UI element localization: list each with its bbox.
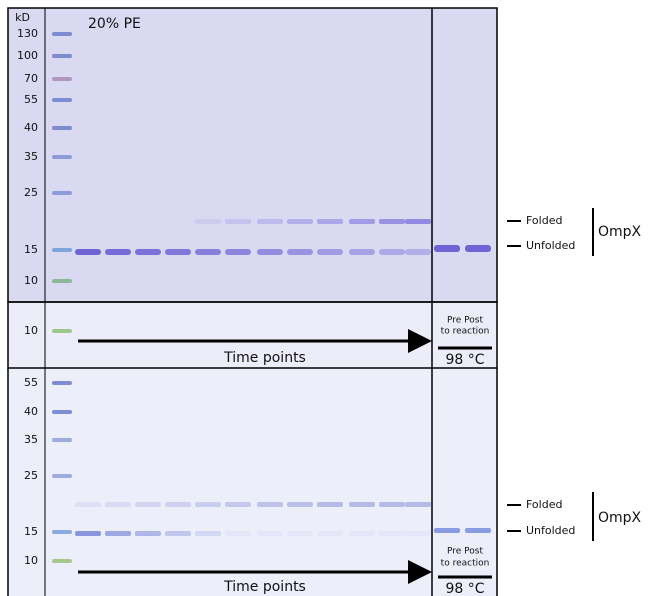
controls-columns: Pre Post [447, 316, 483, 326]
unfolded-band [195, 531, 221, 536]
unfolded-band [105, 531, 131, 536]
unfolded-band [225, 249, 251, 255]
folded-band [317, 219, 343, 224]
control-band [434, 245, 460, 252]
bottom-gel [8, 368, 497, 596]
temperature: 98 °C [445, 352, 484, 368]
ladder-band [52, 279, 72, 283]
ladder-label: 15 [24, 525, 38, 538]
ladder-label: 25 [24, 469, 38, 482]
ladder-label: 35 [24, 433, 38, 446]
folded-band [379, 219, 405, 224]
unfolded-band [105, 249, 131, 255]
ladder-label: 55 [24, 376, 38, 389]
ladder-band [52, 381, 72, 385]
unfolded-band [349, 531, 375, 536]
unfolded-band [257, 249, 283, 255]
temperature: 98 °C [445, 581, 484, 596]
ladder-band [52, 410, 72, 414]
ladder-band [52, 191, 72, 195]
unfolded-band [195, 249, 221, 255]
unit: kD [15, 11, 30, 24]
ladder-band [52, 438, 72, 442]
ladder-band [52, 32, 72, 36]
unfolded-band [379, 531, 405, 536]
controls-caption: to reaction [441, 559, 490, 569]
unfolded-band [75, 249, 101, 255]
unfolded-label: Unfolded [526, 239, 575, 252]
ladder-label: 15 [24, 243, 38, 256]
ladder-band [52, 126, 72, 130]
folded-band [405, 502, 431, 507]
unfolded-band [405, 249, 431, 255]
folded-band [225, 502, 251, 507]
folded-band [317, 502, 343, 507]
folded-band [379, 502, 405, 507]
unfolded-band [287, 531, 313, 536]
folded-band [349, 219, 375, 224]
ladder-label: 70 [24, 72, 38, 85]
arrow-label: Time points [223, 350, 306, 366]
unfolded-band [405, 531, 431, 536]
folded-label: Folded [526, 498, 562, 511]
ladder-label: 55 [24, 93, 38, 106]
protein-label: OmpX [598, 224, 642, 240]
ladder-label: 40 [24, 405, 38, 418]
figure: kD 20% PE Time points Pre Post to reacti… [0, 0, 654, 596]
protein-label: OmpX [598, 510, 642, 526]
controls-caption: to reaction [441, 327, 490, 337]
ladder-band [52, 530, 72, 534]
unfolded-band [257, 531, 283, 536]
ladder-label: 35 [24, 150, 38, 163]
folded-band [257, 502, 283, 507]
ladder-band [52, 248, 72, 252]
unfolded-label: Unfolded [526, 524, 575, 537]
folded-band [405, 219, 431, 224]
ladder-label: 10 [24, 554, 38, 567]
folded-band [287, 219, 313, 224]
folded-band [75, 502, 101, 507]
unfolded-band [379, 249, 405, 255]
folded-band [135, 502, 161, 507]
folded-label: Folded [526, 214, 562, 227]
unfolded-band [287, 249, 313, 255]
folded-band [287, 502, 313, 507]
unfolded-band [317, 249, 343, 255]
arrow-label: Time points [223, 579, 306, 595]
ladder-band [52, 77, 72, 81]
control-band [465, 528, 491, 533]
ladder-band [52, 98, 72, 102]
unfolded-band [349, 249, 375, 255]
folded-band [225, 219, 251, 224]
unfolded-band [135, 531, 161, 536]
ladder-label: 40 [24, 121, 38, 134]
folded-band [257, 219, 283, 224]
ladder-label: 10 [24, 274, 38, 287]
folded-band [195, 502, 221, 507]
unfolded-band [75, 531, 101, 536]
ladder-band [52, 559, 72, 563]
top-gel [8, 8, 497, 302]
ladder-label: 10 [24, 324, 38, 337]
folded-band [165, 502, 191, 507]
gel-label: 20% PE [88, 16, 141, 32]
ladder-band [52, 474, 72, 478]
controls-columns: Pre Post [447, 547, 483, 557]
control-band [434, 528, 460, 533]
ladder-band [52, 54, 72, 58]
ladder-band [52, 329, 72, 333]
ladder-label: 100 [17, 49, 38, 62]
ladder-label: 130 [17, 27, 38, 40]
unfolded-band [317, 531, 343, 536]
folded-band [195, 219, 221, 224]
unfolded-band [225, 531, 251, 536]
folded-band [349, 502, 375, 507]
folded-band [105, 502, 131, 507]
control-band [465, 245, 491, 252]
unfolded-band [165, 249, 191, 255]
ladder-label: 25 [24, 186, 38, 199]
unfolded-band [165, 531, 191, 536]
ladder-band [52, 155, 72, 159]
unfolded-band [135, 249, 161, 255]
